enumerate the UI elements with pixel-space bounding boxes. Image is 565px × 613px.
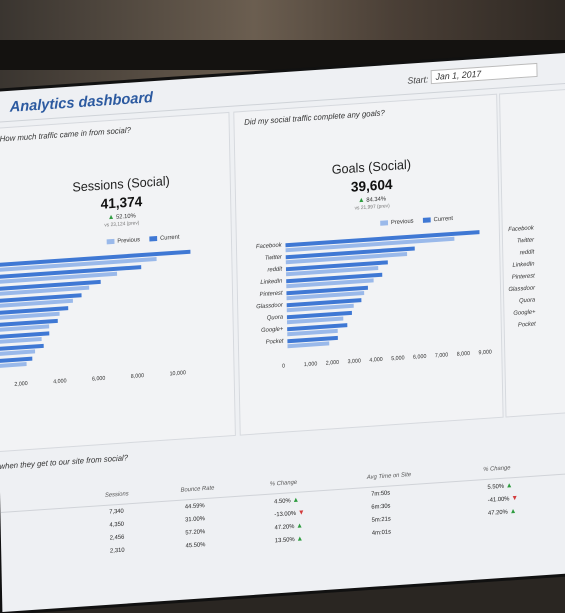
table-cell: 13.50% ▲ [274, 535, 304, 545]
up-arrow-icon: ▲ [357, 196, 365, 205]
table-header: % Change [269, 479, 298, 488]
source-label: Pocket [517, 321, 536, 329]
source-label: reddit [519, 249, 535, 257]
legend-current: Current [160, 234, 180, 242]
source-label: Quora [266, 314, 284, 322]
table-cell: 4,350 [109, 521, 125, 529]
source-label: Facebook [255, 242, 282, 251]
table-question: when they get to our site from social? [0, 453, 129, 471]
table-cell: 2,456 [109, 534, 125, 542]
source-label: LinkedIn [260, 278, 283, 287]
x-tick-label: 0 [282, 363, 286, 370]
x-tick-label: 6,000 [412, 353, 427, 361]
start-date-input[interactable] [430, 62, 538, 85]
table-cell: 4.50% ▲ [274, 496, 300, 506]
up-arrow-icon: ▲ [507, 507, 517, 516]
table-cell: 47.20% ▲ [487, 507, 517, 517]
table-cell: 7m:50s [371, 490, 391, 498]
table-cell: -13.00% ▼ [274, 509, 305, 519]
source-label: reddit [267, 266, 283, 274]
table-header: % Change [483, 465, 511, 474]
legend-swatch-previous [106, 238, 115, 245]
table-cell: 44.59% [184, 503, 205, 511]
goals-panel: Did my social traffic complete any goals… [233, 93, 504, 436]
x-tick-label: 10,000 [169, 370, 186, 378]
source-label: Twitter [264, 254, 282, 262]
source-label: Quora [519, 297, 536, 305]
table-cell: 5m:21s [371, 516, 391, 524]
source-label: Google+ [513, 309, 536, 317]
legend-swatch-previous [380, 220, 389, 226]
down-arrow-icon: ▼ [509, 494, 519, 503]
source-label: LinkedIn [512, 261, 535, 269]
source-label: Glassdoor [256, 302, 283, 311]
goals-legend: Previous Current [372, 216, 453, 228]
x-tick-label: 4,000 [53, 378, 67, 386]
source-label: Glassdoor [508, 285, 536, 294]
dashboard-screen: Analytics dashboard Start: How much traf… [0, 49, 565, 612]
source-label: Pocket [265, 338, 284, 346]
source-label: Google+ [261, 326, 284, 335]
table-header: Avg Time on Site [366, 472, 412, 482]
x-tick-label: 5,000 [391, 355, 405, 363]
up-arrow-icon: ▲ [294, 522, 304, 531]
table-header-divider [0, 469, 565, 513]
legend-previous: Previous [117, 237, 141, 245]
x-tick-label: 9,000 [478, 349, 492, 357]
x-tick-label: 6,000 [91, 375, 106, 383]
third-panel: Facebook Twitter reddit LinkedIn Pinterest Gl… [499, 84, 565, 418]
sessions-panel: How much traffic came in from social? Se… [0, 111, 236, 454]
table-cell: 2,310 [109, 547, 125, 555]
x-tick-label: 4,000 [369, 356, 383, 364]
sessions-question: How much traffic came in from social? [0, 125, 131, 144]
source-label: Facebook [508, 225, 534, 234]
x-tick-label: 7,000 [434, 352, 449, 360]
x-tick-label: 3,000 [347, 358, 361, 366]
x-tick-label: 8,000 [456, 350, 471, 358]
table-cell: 47.20% ▲ [274, 522, 304, 532]
up-arrow-icon: ▲ [294, 535, 304, 544]
x-tick-label: 2,000 [325, 359, 340, 367]
up-arrow-icon: ▲ [290, 496, 300, 505]
up-arrow-icon: ▲ [503, 482, 513, 490]
table-cell: 6m:30s [371, 503, 391, 511]
up-arrow-icon: ▲ [107, 213, 115, 222]
table-cell: 57.20% [185, 529, 206, 537]
table-header: Sessions [104, 491, 129, 499]
legend-swatch-current [149, 235, 158, 242]
legend-swatch-current [422, 217, 431, 223]
table-cell: 5.50% ▲ [487, 482, 513, 491]
bar-previous [0, 349, 36, 356]
table-cell: 7,340 [109, 508, 124, 516]
source-label: Pinterest [511, 273, 535, 281]
x-tick-label: 1,000 [303, 361, 318, 369]
table-cell: 31.00% [185, 516, 205, 524]
source-label: Twitter [516, 237, 535, 245]
bar-previous [0, 362, 27, 368]
x-tick-label: 8,000 [130, 373, 145, 380]
legend-current: Current [433, 215, 454, 224]
source-label: Pinterest [259, 290, 283, 299]
start-label: Start: [407, 74, 429, 86]
table-cell: 45.50% [185, 542, 206, 550]
x-tick-label: 2,000 [14, 380, 28, 388]
down-arrow-icon: ▼ [295, 509, 305, 517]
legend-previous: Previous [390, 218, 414, 227]
table-header: Bounce Rate [180, 485, 215, 494]
sessions-legend: Previous Current [99, 234, 180, 246]
table-cell: -41.00% ▼ [487, 494, 519, 504]
goals-question: Did my social traffic complete any goals… [244, 108, 385, 127]
table-cell: 4m:01s [371, 529, 392, 537]
